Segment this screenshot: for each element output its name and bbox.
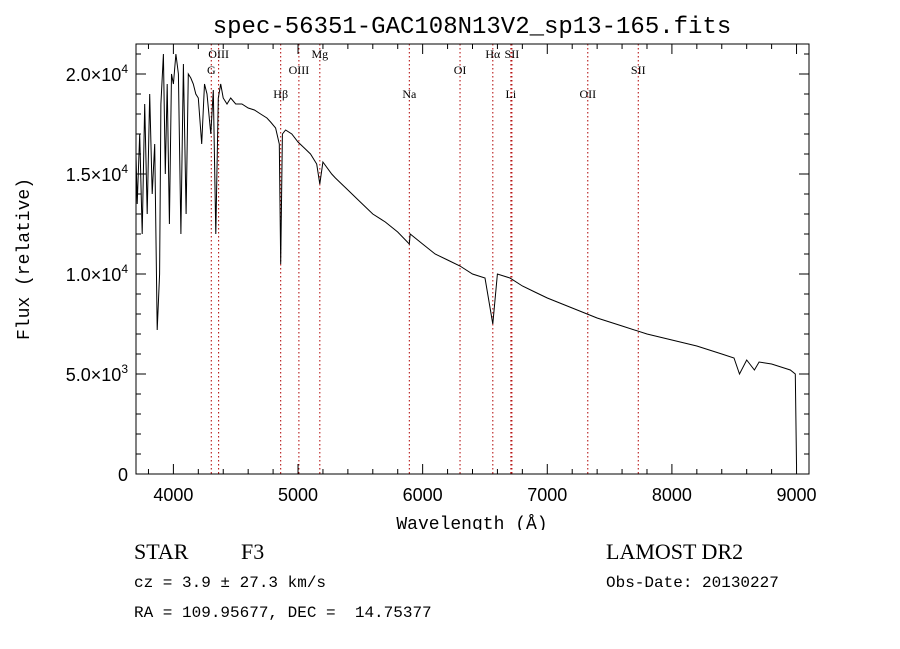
coordinates-text: RA = 109.95677, DEC = 14.75377 bbox=[134, 604, 432, 622]
y-tick-mantissa: 1.0×10 bbox=[66, 265, 122, 285]
y-tick-label: 1.5×104 bbox=[66, 162, 129, 185]
x-tick-label: 8000 bbox=[652, 485, 692, 505]
spectral-line-label: SII bbox=[505, 47, 520, 61]
spectral-line-markers bbox=[210, 44, 639, 474]
y-tick-exponent: 4 bbox=[121, 62, 128, 76]
y-tick-mantissa: 5.0×10 bbox=[66, 365, 122, 385]
y-tick-label: 2.0×104 bbox=[66, 62, 129, 85]
y-tick-label: 0 bbox=[118, 465, 128, 485]
spectral-line-label: Hα bbox=[485, 47, 501, 61]
spectrum-chart: spec-56351-GAC108N13V2_sp13-165.fits 400… bbox=[15, 14, 817, 530]
redshift-text: cz = 3.9 ± 27.3 km/s bbox=[134, 574, 327, 592]
survey-name: LAMOST DR2 bbox=[606, 539, 744, 564]
chart-title: spec-56351-GAC108N13V2_sp13-165.fits bbox=[213, 14, 731, 41]
x-axis-label: Wavelength (Å) bbox=[396, 514, 547, 530]
y-axis-label: Flux (relative) bbox=[15, 178, 35, 340]
spectral-line-label: Na bbox=[402, 87, 417, 101]
x-tick-label: 4000 bbox=[153, 485, 193, 505]
object-class: STAR bbox=[134, 539, 189, 564]
y-tick-exponent: 4 bbox=[121, 162, 128, 176]
obs-date: Obs-Date: 20130227 bbox=[606, 574, 779, 592]
y-tick-mantissa: 0 bbox=[118, 465, 128, 485]
y-tick-mantissa: 1.5×10 bbox=[66, 165, 122, 185]
spectral-line-label: Li bbox=[506, 87, 517, 101]
spectral-line-label: OI bbox=[454, 63, 467, 77]
y-tick-exponent: 3 bbox=[121, 362, 128, 376]
spectrum-line bbox=[135, 53, 797, 465]
object-subclass: F3 bbox=[241, 539, 265, 564]
x-axis: 4000 5000 6000 7000 8000 9000 bbox=[147, 44, 817, 505]
spectral-line-label: SII bbox=[631, 63, 646, 77]
y-tick-mantissa: 2.0×10 bbox=[66, 65, 122, 85]
spectral-line-label: Mg bbox=[311, 47, 328, 61]
y-tick-exponent: 4 bbox=[121, 262, 128, 276]
y-tick-label: 1.0×104 bbox=[66, 262, 129, 285]
spectral-line-label: G bbox=[207, 63, 216, 77]
spectral-line-label: OIII bbox=[208, 47, 229, 61]
y-tick-label: 5.0×103 bbox=[66, 362, 129, 385]
spectral-line-label: OIII bbox=[289, 63, 310, 77]
spectral-line-label: Hβ bbox=[273, 87, 288, 101]
x-tick-label: 7000 bbox=[527, 485, 567, 505]
x-tick-label: 5000 bbox=[278, 485, 318, 505]
x-tick-label: 6000 bbox=[403, 485, 443, 505]
x-tick-label: 9000 bbox=[777, 485, 817, 505]
spectral-line-label: OII bbox=[579, 87, 596, 101]
plot-frame bbox=[135, 43, 810, 475]
